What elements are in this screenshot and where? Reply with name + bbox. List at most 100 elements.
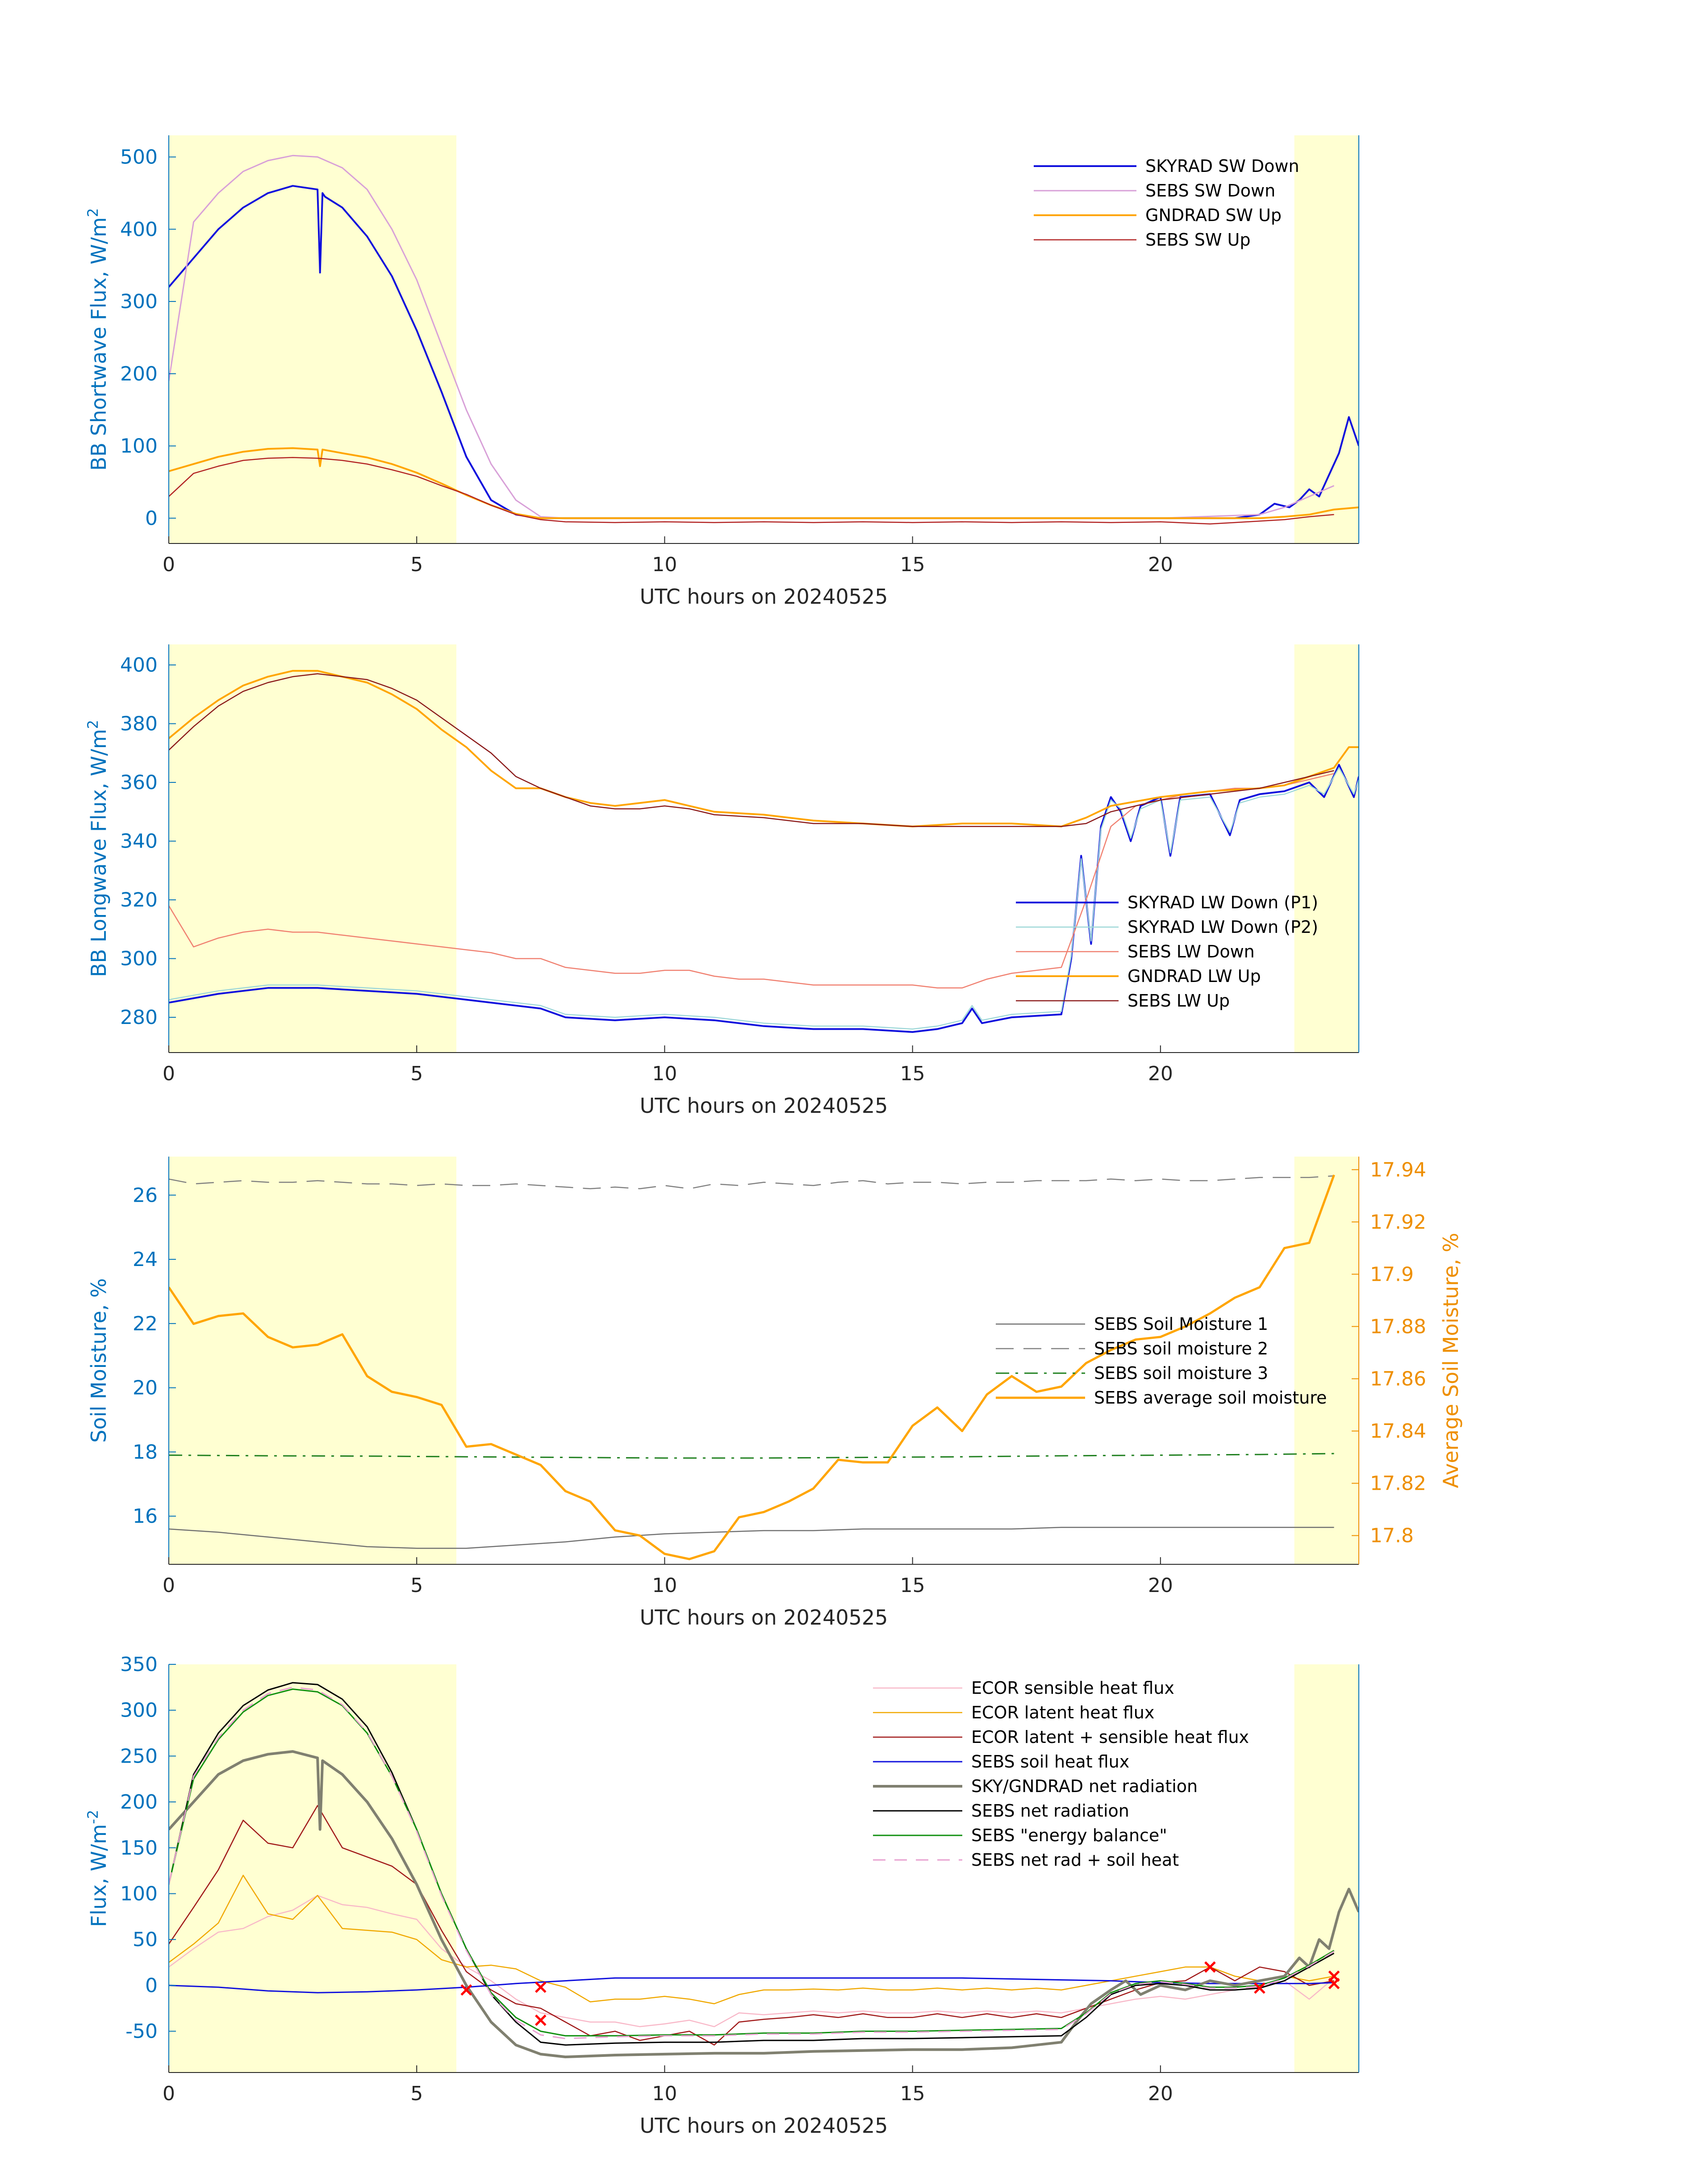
y-axis-label: BB Longwave Flux, W/m2: [84, 720, 111, 977]
legend-label: SEBS soil heat flux: [971, 1752, 1129, 1772]
marker-x: [535, 1981, 547, 1993]
y-right-tick-label: 17.88: [1370, 1315, 1426, 1338]
series-line-3: [169, 1174, 1335, 1560]
legend-label: SEBS Soil Moisture 1: [1094, 1314, 1268, 1334]
x-tick-label: 10: [652, 1574, 677, 1597]
legend-label: SEBS average soil moisture: [1094, 1388, 1327, 1408]
legend-label: SEBS soil moisture 2: [1094, 1339, 1268, 1358]
legend: SKYRAD LW Down (P1) SKYRAD LW Down (P2) SE…: [1016, 893, 1318, 1011]
legend-label: SEBS soil moisture 3: [1094, 1363, 1268, 1383]
y-tick-label: 350: [120, 1653, 158, 1676]
legend: ECOR sensible heat flux ECOR latent heat …: [873, 1678, 1249, 1870]
x-tick-label: 0: [163, 2082, 175, 2105]
y-tick-label: 200: [120, 1791, 158, 1813]
series-line-0: [169, 1527, 1334, 1549]
daylight-shade-1: [1294, 1157, 1359, 1564]
y-tick-label: 300: [120, 948, 158, 970]
daylight-shade-0: [169, 135, 457, 543]
plot-area: [169, 670, 1359, 1033]
marker-x: [460, 1984, 472, 1996]
daylight-shade-1: [1294, 135, 1359, 543]
x-tick-label: 20: [1148, 1574, 1173, 1597]
legend-label: ECOR latent heat flux: [971, 1703, 1154, 1722]
y-tick-label: 280: [120, 1006, 158, 1029]
x-tick-label: 5: [410, 553, 423, 576]
x-tick-label: 0: [163, 1574, 175, 1597]
legend-label: ECOR sensible heat flux: [971, 1678, 1174, 1698]
plot-area: [169, 1174, 1335, 1560]
x-tick-label: 10: [652, 2082, 677, 2105]
y-tick-label: 150: [120, 1837, 158, 1859]
y-tick-label: 300: [120, 290, 158, 313]
y-tick-label: -50: [125, 2020, 158, 2043]
y-tick-label: 340: [120, 830, 158, 853]
panel-lw: 0 5 10 15 20 UTC hours on 20240525 280 300 320 34…: [84, 644, 1359, 1118]
series-line-4: [169, 1750, 1359, 2059]
series-line-0: [169, 1895, 1335, 2027]
y-tick-label: 20: [133, 1377, 158, 1400]
series-line-2: [169, 1453, 1334, 1459]
legend-label: SEBS "energy balance": [971, 1826, 1167, 1845]
panel-flux: 0 5 10 15 20 UTC hours on 20240525 -50 0 50 100 15…: [84, 1653, 1359, 2138]
daylight-shade-0: [169, 1157, 457, 1564]
daylight-shade-0: [169, 1664, 457, 2073]
y-tick-label: 300: [120, 1699, 158, 1722]
plot-area: [169, 155, 1359, 525]
y-right-tick-label: 17.82: [1370, 1472, 1426, 1495]
x-axis-label: UTC hours on 20240525: [640, 2114, 888, 2138]
y-tick-label: 50: [133, 1928, 158, 1951]
y-tick-label: 400: [120, 218, 158, 241]
legend-label: SEBS SW Down: [1145, 181, 1275, 201]
x-tick-label: 0: [163, 1062, 175, 1085]
series-line-7: [169, 1686, 1335, 2039]
y-axis-label: Soil Moisture, %: [87, 1278, 111, 1442]
x-axis-label: UTC hours on 20240525: [640, 1605, 888, 1630]
y-tick-label: 320: [120, 889, 158, 911]
y-right-axis-label: Average Soil Moisture, %: [1439, 1233, 1463, 1488]
y-right-tick-label: 17.94: [1370, 1158, 1426, 1181]
x-tick-label: 20: [1148, 553, 1173, 576]
legend-label: SEBS SW Up: [1145, 230, 1250, 250]
x-tick-label: 20: [1148, 2082, 1173, 2105]
marker-x: [1328, 1978, 1340, 1989]
y-tick-label: 26: [133, 1184, 158, 1207]
x-tick-label: 5: [410, 2082, 423, 2105]
series-line-6: [169, 1688, 1335, 2037]
y-axis-label: BB Shortwave Flux, W/m2: [84, 208, 111, 471]
y-tick-label: 22: [133, 1312, 158, 1335]
x-tick-label: 15: [900, 1062, 925, 1085]
series-line-1: [169, 1875, 1334, 2005]
y-right-tick-label: 17.92: [1370, 1211, 1426, 1233]
x-tick-label: 0: [163, 553, 175, 576]
y-right-tick-label: 17.8: [1370, 1525, 1414, 1547]
marker-x: [1204, 1961, 1216, 1973]
y-tick-label: 380: [120, 713, 158, 735]
y-tick-label: 100: [120, 1882, 158, 1905]
x-tick-label: 20: [1148, 1062, 1173, 1085]
legend-label: GNDRAD SW Up: [1145, 205, 1282, 225]
x-tick-label: 10: [652, 553, 677, 576]
daylight-shade-1: [1294, 644, 1359, 1053]
legend-label: SKY/GNDRAD net radiation: [971, 1776, 1198, 1796]
y-right-tick-label: 17.9: [1370, 1263, 1414, 1286]
series-line-3: [169, 670, 1359, 827]
legend-label: SEBS LW Up: [1128, 991, 1230, 1011]
x-tick-label: 10: [652, 1062, 677, 1085]
y-axis-label: Flux, W/m-2: [84, 1810, 111, 1927]
y-tick-label: 18: [133, 1441, 158, 1463]
series-line-4: [169, 673, 1334, 827]
y-tick-label: 250: [120, 1745, 158, 1768]
legend-label: SKYRAD SW Down: [1145, 156, 1299, 176]
y-tick-label: 100: [120, 435, 158, 458]
x-tick-label: 15: [900, 553, 925, 576]
y-right-tick-label: 17.84: [1370, 1420, 1426, 1443]
x-tick-label: 15: [900, 2082, 925, 2105]
x-axis-label: UTC hours on 20240525: [640, 585, 888, 609]
legend: SEBS Soil Moisture 1 SEBS soil moisture 2…: [996, 1314, 1327, 1408]
series-line-0: [169, 185, 1359, 519]
legend-label: SEBS net rad + soil heat: [971, 1850, 1179, 1870]
series-line-1: [169, 1175, 1334, 1190]
legend: SKYRAD SW Down SEBS SW Down GNDRAD SW Up SE…: [1034, 156, 1299, 250]
x-axis-label: UTC hours on 20240525: [640, 1094, 888, 1118]
legend-label: SKYRAD LW Down (P1): [1128, 893, 1318, 912]
